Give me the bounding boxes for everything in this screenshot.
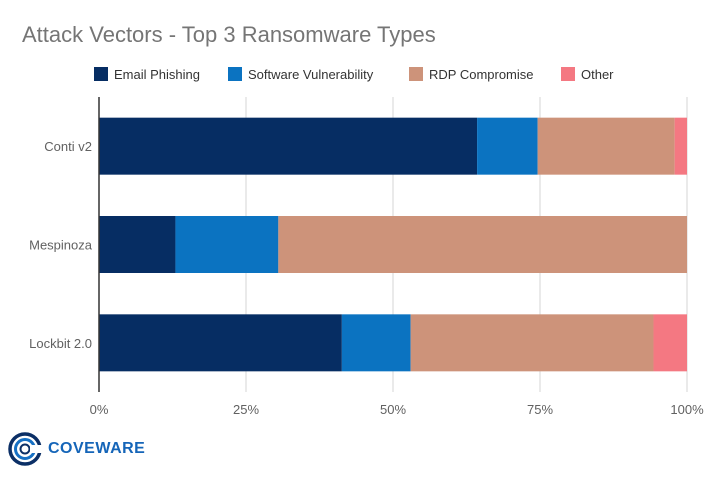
y-axis-labels: Conti v2 Mespinoza Lockbit 2.0 bbox=[29, 139, 93, 351]
coveware-ring-icon bbox=[8, 432, 42, 466]
legend-swatch bbox=[561, 67, 575, 81]
chart: Email Phishing Software Vulnerability RDP … bbox=[29, 67, 704, 417]
logo-text: COVEWARE bbox=[48, 440, 146, 457]
coveware-logo: COVEWARE bbox=[8, 432, 145, 466]
bar-segment bbox=[653, 314, 687, 372]
legend-label: Software Vulnerability bbox=[248, 67, 374, 82]
legend-swatch bbox=[409, 67, 423, 81]
bar-segment bbox=[674, 117, 687, 175]
bar-segment bbox=[99, 117, 478, 175]
legend-label: Other bbox=[581, 67, 614, 82]
bar-segment bbox=[175, 216, 279, 273]
x-tick-label: 75% bbox=[527, 402, 553, 417]
x-tick-label: 0% bbox=[90, 402, 109, 417]
y-category-label: Mespinoza bbox=[29, 238, 93, 253]
legend-swatch bbox=[228, 67, 242, 81]
x-tick-label: 25% bbox=[233, 402, 259, 417]
legend-label: RDP Compromise bbox=[429, 67, 534, 82]
legend-swatch bbox=[94, 67, 108, 81]
bar-segment bbox=[410, 314, 654, 372]
y-category-label: Lockbit 2.0 bbox=[29, 336, 92, 351]
bar-segment bbox=[341, 314, 411, 372]
x-tick-label: 100% bbox=[670, 402, 704, 417]
bar-segment bbox=[99, 314, 342, 372]
bars bbox=[99, 117, 687, 372]
chart-title: Attack Vectors - Top 3 Ransomware Types bbox=[22, 22, 436, 47]
legend-label: Email Phishing bbox=[114, 67, 200, 82]
x-axis-labels: 0% 25% 50% 75% 100% bbox=[90, 402, 704, 417]
legend: Email Phishing Software Vulnerability RDP … bbox=[94, 67, 614, 82]
y-category-label: Conti v2 bbox=[44, 139, 92, 154]
bar-segment bbox=[477, 117, 538, 175]
x-tick-label: 50% bbox=[380, 402, 406, 417]
bar-segment bbox=[278, 216, 687, 273]
bar-segment bbox=[537, 117, 675, 175]
bar-segment bbox=[99, 216, 176, 273]
